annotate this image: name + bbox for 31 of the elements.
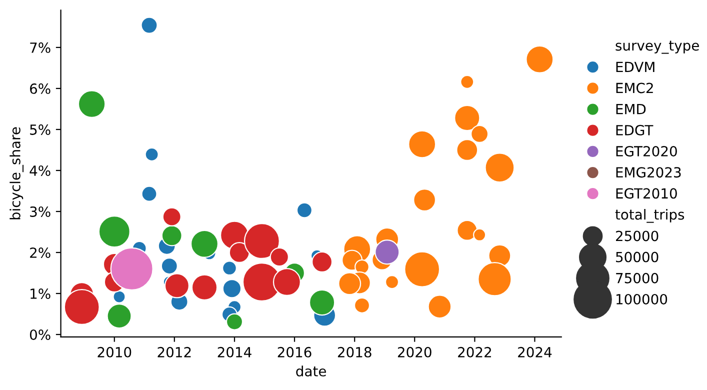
x-tick-label: 2018 <box>338 346 372 358</box>
legend-label: EDGT <box>616 124 654 136</box>
legend-label: EMC2 <box>616 82 653 94</box>
text: total_trips <box>615 208 684 223</box>
y-tick-label: 0% <box>30 329 50 340</box>
y-tick-label: 7% <box>30 42 50 53</box>
legend-label: 50000 <box>616 252 658 262</box>
legend-label: EGT2010 <box>616 188 677 199</box>
legend-label: 25000 <box>616 230 658 242</box>
y-tick-label: 3% <box>30 206 50 217</box>
x-tick-label: 2020 <box>398 346 432 358</box>
legend-title: survey_type <box>616 40 699 54</box>
y-tick-label: 5% <box>30 124 50 135</box>
x-axis-title: date <box>296 366 326 376</box>
y-tick-label: 2% <box>30 247 50 258</box>
y-tick-label: 1% <box>30 288 50 299</box>
legend-label: EGT2020 <box>616 146 677 156</box>
legend-label: 75000 <box>616 272 658 284</box>
x-tick-label: 2022 <box>458 346 491 358</box>
x-tick-label: 2016 <box>278 346 312 358</box>
x-tick-label: 2024 <box>518 346 552 358</box>
legend-label: EDVM <box>616 62 654 72</box>
x-tick-label: 2014 <box>218 346 252 358</box>
y-tick-label: 4% <box>30 165 50 176</box>
legend-label: 100000 <box>616 294 668 304</box>
y-tick-label: 6% <box>30 83 50 94</box>
x-tick-label: 2012 <box>158 346 191 358</box>
x-tick-label: 2010 <box>98 346 132 358</box>
legend-label: EMG2023 <box>616 167 681 178</box>
legend-label: EMD <box>616 104 646 114</box>
y-axis-title: bicycle_share <box>10 127 24 220</box>
